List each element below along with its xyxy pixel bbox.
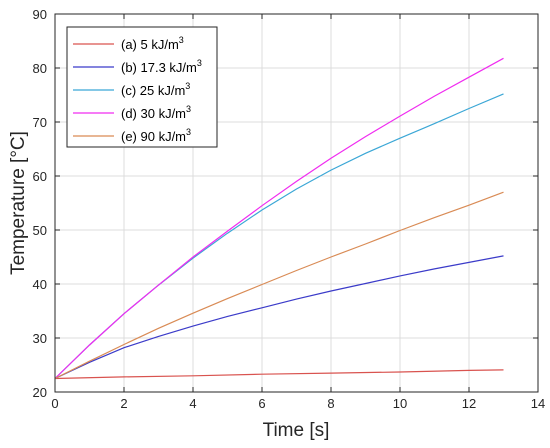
legend-label-text: (b) 17.3 kJ/m	[121, 60, 197, 75]
x-tick-label: 6	[258, 396, 265, 411]
y-axis-title: Temperature [°C]	[8, 131, 29, 275]
axis-ticks	[54, 13, 539, 393]
x-tick-label: 12	[462, 396, 476, 411]
y-tick-label: 80	[33, 61, 47, 76]
y-tick-label: 50	[33, 223, 47, 238]
x-tick-label: 14	[531, 396, 545, 411]
legend-box	[66, 26, 218, 148]
legend-label-superscript: 3	[197, 58, 202, 68]
x-tick-label: 0	[51, 396, 58, 411]
series-line-a	[54, 369, 504, 380]
series-line-d	[54, 57, 504, 379]
legend-label-a: (a) 5 kJ/m3	[121, 35, 184, 52]
tick-labels: 0 2 4 6 8 10 12 14 20 30 40 50 60 70 80 90	[33, 7, 546, 411]
y-tick-label: 20	[33, 385, 47, 400]
legend: (a) 5 kJ/m3(b) 17.3 kJ/m3(c) 25 kJ/m3(d)…	[66, 26, 218, 148]
y-tick-label: 90	[33, 7, 47, 22]
legend-items: (a) 5 kJ/m3(b) 17.3 kJ/m3(c) 25 kJ/m3(d)…	[73, 35, 202, 144]
x-tick-label: 2	[120, 396, 127, 411]
y-tick-label: 30	[33, 331, 47, 346]
legend-label-superscript: 3	[186, 127, 191, 137]
y-tick-label: 60	[33, 169, 47, 184]
x-axis-title: Time [s]	[263, 420, 330, 441]
legend-label-text: (c) 25 kJ/m	[121, 83, 185, 98]
series-line-e	[54, 191, 504, 380]
plot-frame	[54, 13, 539, 393]
legend-label-c: (c) 25 kJ/m3	[121, 81, 190, 98]
legend-label-d: (d) 30 kJ/m3	[121, 104, 191, 121]
series-lines	[54, 57, 504, 380]
x-tick-label: 4	[189, 396, 196, 411]
y-tick-label: 70	[33, 115, 47, 130]
legend-label-text: (a) 5 kJ/m	[121, 37, 179, 52]
legend-label-superscript: 3	[185, 81, 190, 91]
legend-label-text: (d) 30 kJ/m	[121, 106, 186, 121]
legend-label-b: (b) 17.3 kJ/m3	[121, 58, 202, 75]
y-tick-label: 40	[33, 277, 47, 292]
legend-label-superscript: 3	[186, 104, 191, 114]
legend-label-superscript: 3	[179, 35, 184, 45]
series-line-b	[54, 255, 504, 380]
legend-label-text: (e) 90 kJ/m	[121, 129, 186, 144]
x-tick-label: 10	[393, 396, 407, 411]
legend-label-e: (e) 90 kJ/m3	[121, 127, 191, 144]
x-tick-label: 8	[327, 396, 334, 411]
